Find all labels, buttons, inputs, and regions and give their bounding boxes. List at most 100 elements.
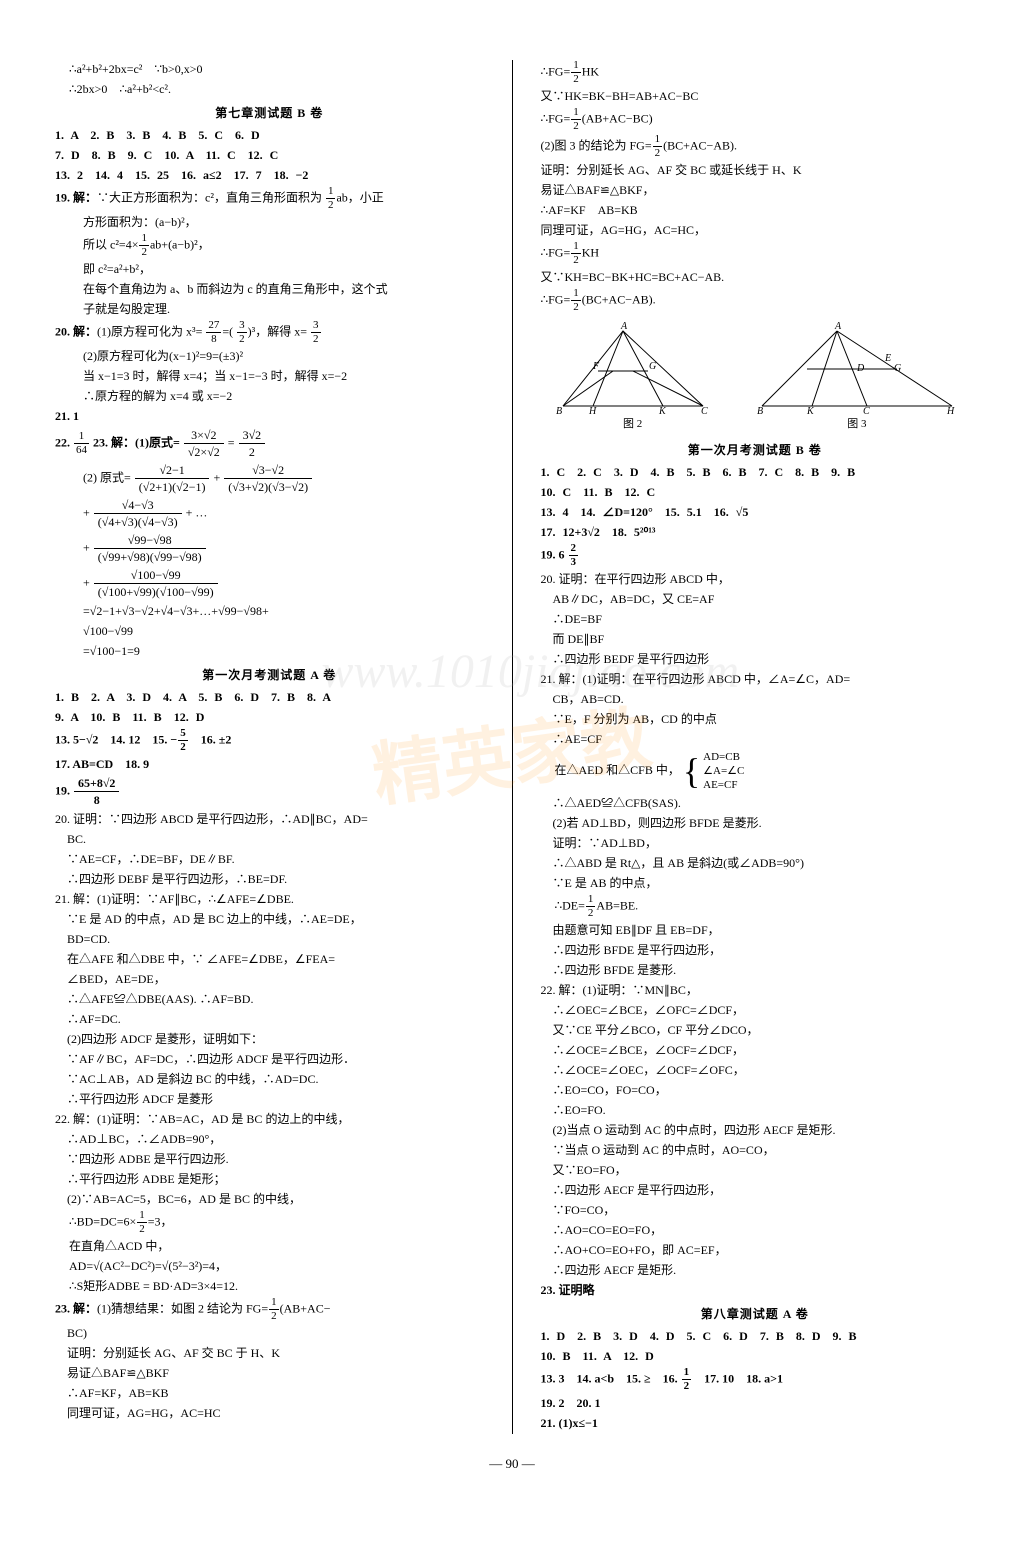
text-line: 在每个直角边为 a、b 而斜边为 c 的直角三角形中，这个式 [55,280,484,298]
text-line: ∴∠OEC=∠BCE，∠OFC=∠DCF， [541,1001,970,1019]
text-line: ∴FG=12(BC+AC−AB). [541,288,970,313]
mc-row: 1. D 2. B 3. D 4. D 5. C 6. D 7. B 8. D … [541,1327,970,1345]
text-line: 20. 证明：在平行四边形 ABCD 中， [541,570,970,588]
q22-23: 22. 164 23. 解：(1)原式= 3×√2√2×√2 = 3√22 [55,427,484,460]
text-line: 同理可证，AG=HG，AC=HC， [541,221,970,239]
text-line: ∠BED，AE=DE， [55,970,484,988]
text-line: ∴AO+CO=EO+FO，即 AC=EF， [541,1241,970,1259]
text-line: 而 DE∥BF [541,630,970,648]
text-line: ∵E 是 AD 的中点，AD 是 BC 边上的中线，∴AE=DE， [55,910,484,928]
svg-text:G: G [894,363,901,374]
text-line: CB，AB=CD. [541,690,970,708]
text-line: 21. 解：(1)证明：在平行四边形 ABCD 中，∠A=∠C，AD= [541,670,970,688]
mc-row: 9. A 10. B 11. B 12. D [55,708,484,726]
text-line: 证明：∵AD⊥BD， [541,834,970,852]
text-line: AB∥DC，AB=DC，又 CE=AF [541,590,970,608]
text-line: ∴∠OCE=∠OEC，∠OCF=∠OFC， [541,1061,970,1079]
text-line: (2)原方程可化为(x−1)²=9=(±3)² [55,347,484,365]
text-line: 易证△BAF≌△BKF [55,1364,484,1382]
text-line: ∴AF=KF，AB=KB [55,1384,484,1402]
svg-text:B: B [556,406,562,416]
q23: 23. 证明略 [541,1281,970,1299]
svg-text:G: G [649,361,656,372]
text-line: ∵AC⊥AB，AD 是斜边 BC 的中线，∴AD=DC. [55,1070,484,1088]
page-number: — 90 — [55,1454,969,1474]
text-line: ∵四边形 ADBE 是平行四边形. [55,1150,484,1168]
mc-row: 13. 4 14. ∠D=120° 15. 5.1 16. √5 [541,503,970,521]
text-line: ∵当点 O 运动到 AC 的中点时，AO=CO， [541,1141,970,1159]
page-content: www.1010jiajiao.com 精英家教 ∴a²+b²+2bx=c² ∵… [55,60,969,1434]
mc-row: 1. C 2. C 3. D 4. B 5. B 6. B 7. C 8. B … [541,463,970,481]
text-line: ∴四边形 AECF 是平行四边形， [541,1181,970,1199]
text-line: ∴△AED≌△CFB(SAS). [541,794,970,812]
text-line: 同理可证，AG=HG，AC=HC [55,1404,484,1422]
figure-2: A F G B H K C 图 2 [553,321,713,433]
text-line: ∴AD⊥BC，∴∠ADB=90°， [55,1130,484,1148]
text-line: 21. 解：(1)证明：∵AF∥BC，∴∠AFE=∠DBE. [55,890,484,908]
text-line: 23. 解：(1)猜想结果：如图 2 结论为 FG=12(AB+AC− [55,1297,484,1322]
brace-line: 在△AED 和△CFB 中， { AD=CB ∠A=∠C AE=CF [541,750,970,793]
text-line: ∴平行四边形 ADCF 是菱形 [55,1090,484,1108]
text-line: 在△AFE 和△DBE 中，∵ ∠AFE=∠DBE，∠FEA= [55,950,484,968]
text-line: ∵E，F 分别为 AB，CD 的中点 [541,710,970,728]
mc-row: 10. B 11. A 12. D [541,1347,970,1365]
text-line: BD=CD. [55,930,484,948]
svg-text:C: C [863,406,870,416]
svg-text:K: K [806,406,815,416]
text-line: ∴四边形 BEDF 是平行四边形 [541,650,970,668]
text-line: 又∵KH=BC−BK+HC=BC+AC−AB. [541,268,970,286]
text-line: ∴四边形 DEBF 是平行四边形，∴BE=DF. [55,870,484,888]
mc-row: 10. C 11. B 12. C [541,483,970,501]
text-line: ∴S矩形ADBE = BD·AD=3×4=12. [55,1277,484,1295]
text-line: 21. (1)x≤−1 [541,1414,970,1432]
text-line: ∵AF∥BC，AF=DC，∴四边形 ADCF 是平行四边形． [55,1050,484,1068]
text-line: 19. 2 20. 1 [541,1394,970,1412]
left-column: ∴a²+b²+2bx=c² ∵b>0,x>0 ∴2bx>0 ∴a²+b²<c².… [55,60,484,1434]
text-line: ∴a²+b²+2bx=c² ∵b>0,x>0 [55,60,484,78]
svg-text:K: K [658,406,667,416]
text-line: ∵E 是 AB 的中点， [541,874,970,892]
text-line: 由题意可知 EB∥DF 且 EB=DF， [541,921,970,939]
section-header: 第一次月考测试题 B 卷 [541,441,970,459]
text-line: ∴EO=CO，FO=CO， [541,1081,970,1099]
text-line: (2)当点 O 运动到 AC 的中点时，四边形 AECF 是矩形. [541,1121,970,1139]
text-line: 方形面积为：(a−b)²， [55,213,484,231]
svg-text:A: A [620,321,628,332]
svg-text:C: C [701,406,708,416]
text-line: BC. [55,830,484,848]
text-line: ∴△AFE≌△DBE(AAS). ∴AF=BD. [55,990,484,1008]
q21: 21. 1 [55,407,484,425]
section-header: 第七章测试题 B 卷 [55,104,484,122]
text-line: ∵AE=CF，∴DE=BF，DE∥BF. [55,850,484,868]
text-line: (2)四边形 ADCF 是菱形，证明如下： [55,1030,484,1048]
mc-row: 1. A 2. B 3. B 4. B 5. C 6. D [55,126,484,144]
svg-text:H: H [588,406,597,416]
text-line: ∴△ABD 是 Rt△，且 AB 是斜边(或∠ADB=90°) [541,854,970,872]
text-line: ∴FG=12KH [541,241,970,266]
text-line: 即 c²=a²+b²， [55,260,484,278]
text-line: (2)若 AD⊥BD，则四边形 BFDE 是菱形. [541,814,970,832]
section-header: 第一次月考测试题 A 卷 [55,666,484,684]
text-line: (2) 原式= √2−1(√2+1)(√2−1) + √3−√2(√3+√2)(… [55,462,484,495]
text-line: ∴FG=12HK [541,60,970,85]
text-line: ∴AO=CO=EO=FO， [541,1221,970,1239]
text-line: =√100−1=9 [55,642,484,660]
text-line: 22. 解：(1)证明：∵AB=AC，AD 是 BC 的边上的中线， [55,1110,484,1128]
text-line: =√2−1+√3−√2+√4−√3+…+√99−√98+ [55,602,484,620]
text-line: + √4−√3(√4+√3)(√4−√3) + … [55,497,484,530]
text-line: ∴EO=FO. [541,1101,970,1119]
text-line: 当 x−1=3 时，解得 x=4；当 x−1=−3 时，解得 x=−2 [55,367,484,385]
svg-text:E: E [884,353,891,364]
text-line: ∴2bx>0 ∴a²+b²<c². [55,80,484,98]
text-line: ∴∠OCE=∠BCE，∠OCF=∠DCF， [541,1041,970,1059]
text-line: 又∵CE 平分∠BCO，CF 平分∠DCO， [541,1021,970,1039]
svg-text:F: F [592,361,600,372]
fill-row: 19. 65+8√28 [55,775,484,808]
text-line: ∴平行四边形 ADBE 是矩形； [55,1170,484,1188]
text-line: 在直角△ACD 中， [55,1237,484,1255]
svg-text:H: H [946,406,955,416]
text-line: ∴AF=DC. [55,1010,484,1028]
mc-row: 7. D 8. B 9. C 10. A 11. C 12. C [55,146,484,164]
text-line: + √100−√99(√100+√99)(√100−√99) [55,567,484,600]
text-line: 证明：分别延长 AG、AF 交 BC 或延长线于 H、K [541,161,970,179]
